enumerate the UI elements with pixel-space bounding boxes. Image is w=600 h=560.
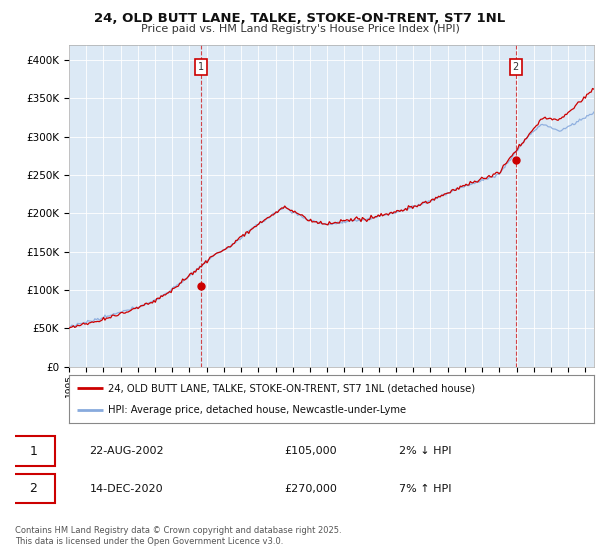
Text: £105,000: £105,000 [284,446,337,456]
FancyBboxPatch shape [12,474,55,503]
Text: HPI: Average price, detached house, Newcastle-under-Lyme: HPI: Average price, detached house, Newc… [109,405,407,415]
Text: Price paid vs. HM Land Registry's House Price Index (HPI): Price paid vs. HM Land Registry's House … [140,24,460,34]
Text: Contains HM Land Registry data © Crown copyright and database right 2025.
This d: Contains HM Land Registry data © Crown c… [15,526,341,546]
Text: 24, OLD BUTT LANE, TALKE, STOKE-ON-TRENT, ST7 1NL: 24, OLD BUTT LANE, TALKE, STOKE-ON-TRENT… [94,12,506,25]
Text: £270,000: £270,000 [284,484,337,494]
Text: 14-DEC-2020: 14-DEC-2020 [89,484,163,494]
FancyBboxPatch shape [12,436,55,465]
Text: 1: 1 [197,62,203,72]
Text: 22-AUG-2002: 22-AUG-2002 [89,446,164,456]
Text: 24, OLD BUTT LANE, TALKE, STOKE-ON-TRENT, ST7 1NL (detached house): 24, OLD BUTT LANE, TALKE, STOKE-ON-TRENT… [109,383,476,393]
Text: 2: 2 [29,482,37,496]
Text: 7% ↑ HPI: 7% ↑ HPI [399,484,451,494]
Text: 2: 2 [512,62,519,72]
Text: 2% ↓ HPI: 2% ↓ HPI [399,446,451,456]
Text: 1: 1 [29,445,37,458]
